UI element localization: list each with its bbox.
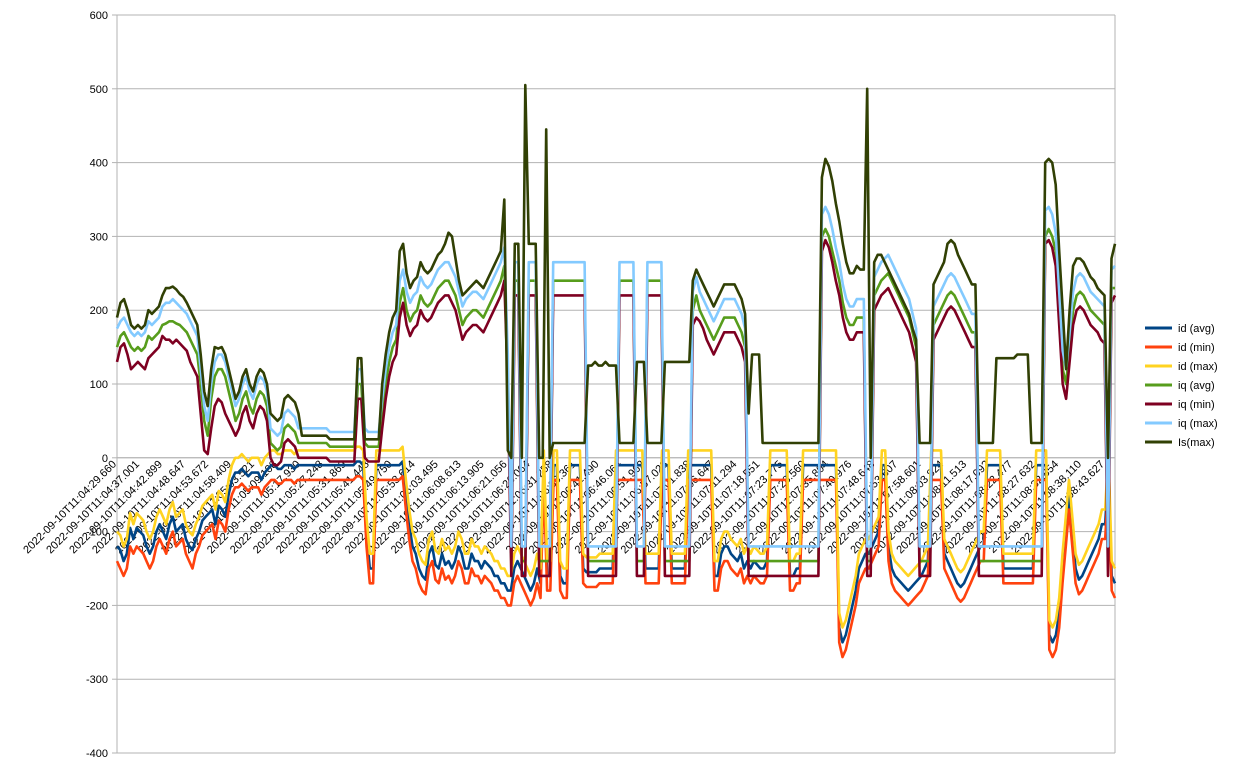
series-line-5: [115, 205, 1116, 548]
legend-label-6: Is(max): [1178, 437, 1215, 449]
y-tick-label-0: 600: [90, 10, 108, 22]
y-axis: 600 500 400 300 200 100 0 -100 -200 -300 -400: [86, 10, 118, 760]
y-tick-label-7: -100: [86, 527, 108, 539]
legend-label-1: id (min): [1178, 342, 1215, 354]
legend-label-5: iq (max): [1178, 418, 1218, 430]
legend-label-0: id (avg): [1178, 323, 1215, 335]
y-tick-label-6: 0: [102, 453, 108, 465]
legend: id (avg) id (min) id (max) iq (avg) iq (min)…: [1145, 323, 1218, 449]
y-tick-label-1: 500: [90, 84, 108, 96]
series-line-6: [115, 83, 1117, 460]
legend-label-2: id (max): [1178, 361, 1218, 373]
y-tick-label-10: -400: [86, 748, 108, 760]
y-tick-label-3: 300: [90, 231, 108, 243]
series-lines: [115, 83, 1117, 659]
y-tick-label-8: -200: [86, 600, 108, 612]
y-tick-label-5: 100: [90, 379, 108, 391]
legend-label-3: iq (avg): [1178, 380, 1215, 392]
legend-label-4: iq (min): [1178, 399, 1215, 411]
y-tick-label-2: 400: [90, 158, 108, 170]
y-tick-label-4: 200: [90, 305, 108, 317]
series-line-4: [115, 238, 1117, 578]
y-tick-label-9: -300: [86, 674, 108, 686]
